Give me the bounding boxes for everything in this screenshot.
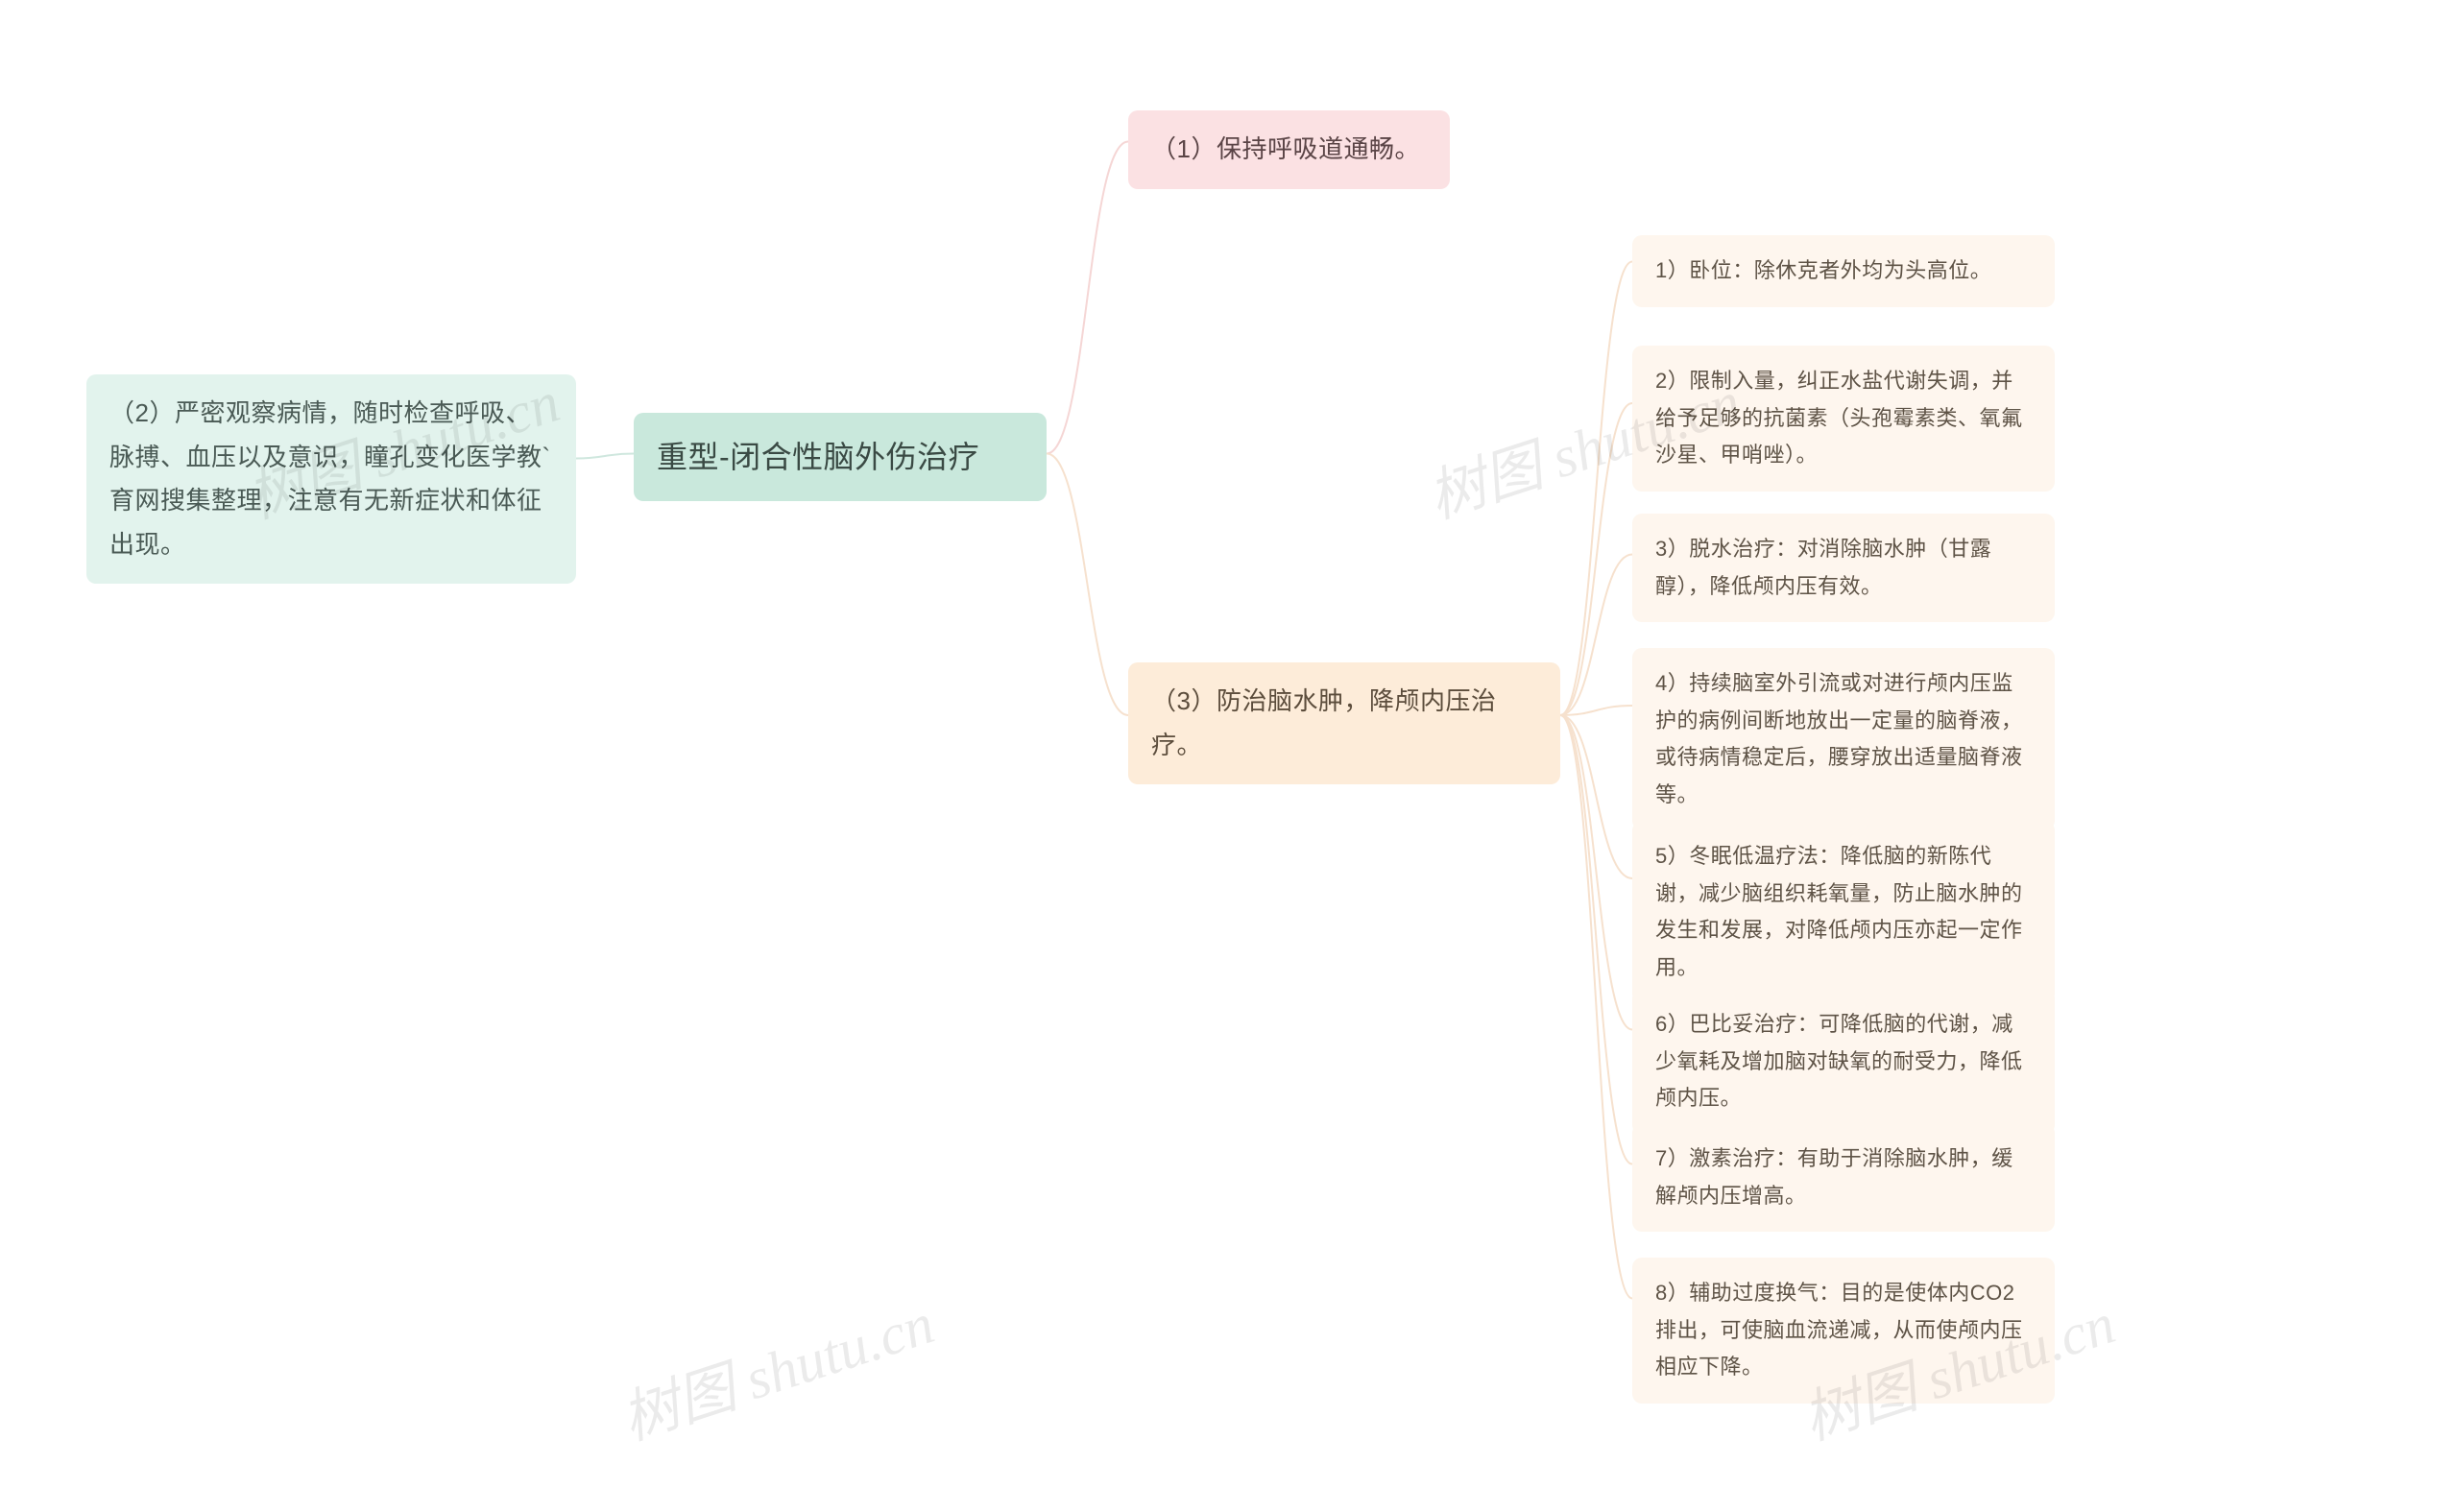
- right-node-edema[interactable]: （3）防治脑水肿，降颅内压治疗。: [1128, 662, 1560, 784]
- leaf-drainage[interactable]: 4）持续脑室外引流或对进行颅内压监护的病例间断地放出一定量的脑脊液，或待病情稳定…: [1632, 648, 2055, 830]
- right-node-airway[interactable]: （1）保持呼吸道通畅。: [1128, 110, 1450, 189]
- leaf-position[interactable]: 1）卧位：除休克者外均为头高位。: [1632, 235, 2055, 307]
- leaf-hyperventilation[interactable]: 8）辅助过度换气：目的是使体内CO2排出，可使脑血流递减，从而使颅内压相应下降。: [1632, 1258, 2055, 1404]
- leaf-barbiturate[interactable]: 6）巴比妥治疗：可降低脑的代谢，减少氧耗及增加脑对缺氧的耐受力，降低颅内压。: [1632, 989, 2055, 1135]
- root-node[interactable]: 重型-闭合性脑外伤治疗: [634, 413, 1047, 501]
- left-node-observe[interactable]: （2）严密观察病情，随时检查呼吸、脉搏、血压以及意识，瞳孔变化医学教`育网搜集整…: [86, 374, 576, 584]
- leaf-fluid-limit[interactable]: 2）限制入量，纠正水盐代谢失调，并给予足够的抗菌素（头孢霉素类、氧氟沙星、甲哨唑…: [1632, 346, 2055, 492]
- leaf-hormone[interactable]: 7）激素治疗：有助于消除脑水肿，缓解颅内压增高。: [1632, 1123, 2055, 1232]
- leaf-hypothermia[interactable]: 5）冬眠低温疗法：降低脑的新陈代谢，减少脑组织耗氧量，防止脑水肿的发生和发展，对…: [1632, 821, 2055, 1003]
- watermark: 树图 shutu.cn: [610, 1277, 943, 1456]
- mindmap-stage: 重型-闭合性脑外伤治疗 （2）严密观察病情，随时检查呼吸、脉搏、血压以及意识，瞳…: [0, 0, 2458, 1512]
- leaf-dehydration[interactable]: 3）脱水治疗：对消除脑水肿（甘露醇），降低颅内压有效。: [1632, 514, 2055, 622]
